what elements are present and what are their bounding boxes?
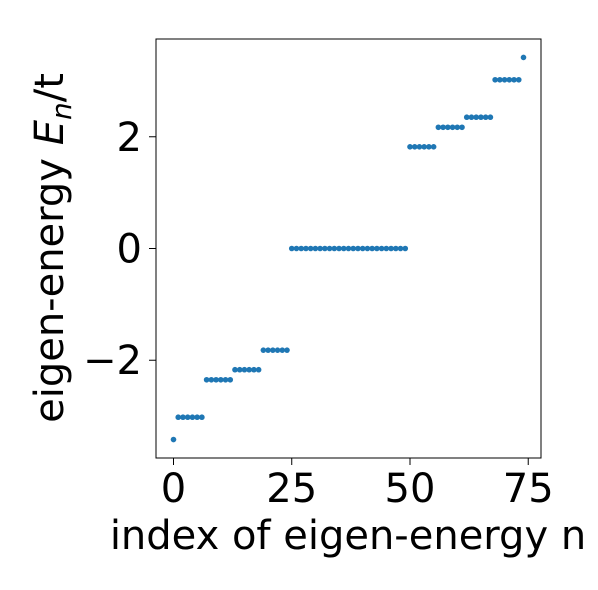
data-point: [492, 76, 498, 83]
data-point: [303, 245, 309, 252]
data-point: [331, 245, 338, 252]
data-point: [506, 76, 513, 83]
data-point: [440, 124, 446, 131]
data-point: [208, 376, 215, 383]
data-point: [463, 114, 470, 121]
data-point: [364, 245, 371, 252]
data-point: [392, 245, 399, 252]
data-point: [241, 366, 248, 373]
data-point: [511, 76, 517, 83]
data-point: [203, 376, 210, 383]
data-point: [402, 245, 409, 252]
data-points: [170, 54, 527, 443]
data-point: [435, 124, 442, 131]
data-point: [170, 436, 177, 443]
data-point: [217, 376, 224, 383]
y-tick-label: 0: [117, 227, 142, 273]
x-tick-label: 50: [385, 466, 436, 512]
data-point: [487, 114, 494, 121]
x-axis-label: index of eigen-energy n: [110, 513, 586, 559]
data-point: [194, 414, 200, 421]
y-axis-label: eigen-energy En/t: [27, 73, 78, 423]
y-tick-label: 2: [117, 115, 142, 161]
x-axis-ticks: 0 25 50 75: [161, 458, 554, 512]
data-point: [501, 76, 508, 83]
data-point: [274, 347, 281, 353]
data-point: [421, 144, 427, 150]
data-point: [411, 144, 418, 150]
data-point: [468, 114, 475, 121]
data-point: [454, 124, 461, 131]
data-point: [478, 114, 484, 121]
data-point: [284, 347, 290, 353]
data-point: [312, 245, 319, 252]
data-point: [459, 124, 465, 131]
data-point: [288, 245, 295, 252]
data-point: [416, 144, 423, 150]
x-tick-label: 25: [266, 466, 317, 512]
data-point: [246, 366, 252, 373]
data-point: [340, 245, 347, 252]
y-tick-label: −2: [83, 338, 142, 384]
data-point: [213, 376, 219, 383]
data-point: [227, 376, 234, 383]
data-point: [482, 114, 489, 121]
data-point: [355, 245, 361, 252]
data-point: [279, 347, 286, 353]
data-point: [307, 245, 314, 252]
data-point: [445, 124, 451, 131]
data-point: [298, 245, 305, 252]
data-point: [515, 76, 522, 83]
data-point: [175, 414, 182, 421]
data-point: [449, 124, 456, 131]
data-point: [199, 414, 205, 421]
data-point: [265, 347, 271, 353]
data-point: [232, 366, 238, 373]
data-point: [326, 245, 333, 252]
data-point: [260, 347, 267, 353]
data-point: [407, 144, 413, 150]
data-point: [345, 245, 352, 252]
data-point: [520, 54, 527, 61]
data-point: [378, 245, 385, 252]
data-point: [388, 245, 394, 252]
data-point: [322, 245, 328, 252]
data-point: [473, 114, 480, 121]
data-point: [236, 366, 243, 373]
data-point: [180, 414, 186, 421]
data-point: [497, 76, 503, 83]
data-point: [222, 376, 229, 383]
x-tick-label: 0: [161, 466, 186, 512]
data-point: [350, 245, 357, 252]
x-tick-label: 75: [503, 466, 554, 512]
data-point: [397, 245, 404, 252]
data-point: [270, 347, 276, 353]
data-point: [184, 414, 191, 421]
data-point: [251, 366, 257, 373]
data-point: [359, 245, 366, 252]
data-point: [189, 414, 196, 421]
data-point: [255, 366, 262, 373]
data-point: [426, 144, 432, 150]
data-point: [369, 245, 375, 252]
y-axis-ticks: −2 0 2: [83, 115, 156, 384]
data-point: [317, 245, 323, 252]
data-point: [374, 245, 380, 252]
data-point: [383, 245, 390, 252]
data-point: [336, 245, 342, 252]
data-point: [293, 245, 300, 252]
data-point: [430, 144, 437, 150]
